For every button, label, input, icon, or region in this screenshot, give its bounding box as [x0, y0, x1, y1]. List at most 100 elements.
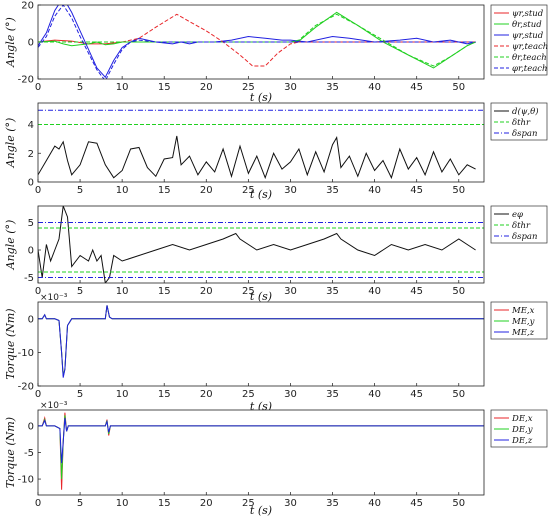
legend-label: θr,teach: [512, 53, 547, 63]
legend-label: ME,x: [511, 306, 535, 316]
x-tick-label: 25: [242, 498, 255, 509]
y-tick-label: 2: [28, 149, 34, 160]
x-tick-label: 35: [326, 185, 339, 196]
y-tick-label: 20: [21, 1, 34, 12]
series-line-3: [38, 305, 484, 378]
x-tick-label: 5: [77, 82, 83, 93]
x-tick-label: 35: [326, 286, 339, 297]
series-group: [38, 305, 484, 378]
x-tick-label: 0: [35, 82, 41, 93]
x-tick-label: 10: [116, 82, 129, 93]
x-tick-label: 45: [410, 286, 423, 297]
x-axis-label: t (s): [250, 290, 272, 303]
x-axis-label: t (s): [250, 91, 272, 104]
x-tick-label: 15: [158, 389, 171, 400]
y-axis-label: Angle (°): [4, 118, 17, 169]
series-group: [38, 412, 484, 490]
legend-label: ψr,stud: [512, 9, 544, 19]
legend-label: DE,y: [511, 425, 533, 435]
x-tick-label: 25: [242, 185, 255, 196]
x-tick-label: 5: [77, 185, 83, 196]
y-tick-label: -10: [18, 475, 34, 486]
axes-frame: [37, 102, 485, 183]
legend: DE,xDE,yDE,z: [490, 409, 548, 448]
x-tick-label: 5: [77, 498, 83, 509]
x-tick-label: 15: [158, 82, 171, 93]
x-tick-label: 20: [200, 389, 213, 400]
x-tick-label: 10: [116, 389, 129, 400]
panel-5: 0 5 10 15 20 25 30 35 40 45 50 -10 -5 0 ×10⁻³ Torque (N…: [4, 401, 548, 517]
legend-label: δthr: [512, 118, 531, 128]
legend-label: ψr,teach: [512, 42, 548, 52]
y-tick-label: 0: [28, 421, 34, 432]
legend-label: δspan: [512, 129, 537, 139]
x-tick-label: 0: [35, 389, 41, 400]
legend-box: [490, 301, 548, 340]
legend: ψr,studθr,studψr,studψr,teachθr,teachφr,…: [490, 4, 548, 76]
x-tick-label: 50: [452, 185, 465, 196]
x-tick-label: 0: [35, 185, 41, 196]
axes-frame: [37, 409, 485, 496]
x-tick-label: 15: [158, 498, 171, 509]
x-tick-label: 40: [368, 389, 381, 400]
x-tick-label: 50: [452, 389, 465, 400]
series-line-1: [38, 206, 476, 283]
x-tick-label: 45: [410, 82, 423, 93]
y-tick-label: -20: [18, 382, 34, 393]
legend-label: d(ψ,θ): [512, 106, 539, 117]
series-line-3: [38, 417, 484, 464]
y-tick-label: -10: [18, 348, 34, 359]
x-tick-label: 35: [326, 389, 339, 400]
series-group: [38, 109, 484, 180]
legend-label: ME,y: [511, 317, 535, 327]
panel-2: 0 5 10 15 20 25 30 35 40 45 50 0 2 4 Angle (°) t (s) d(ψ…: [4, 102, 548, 201]
y-tick-label: 5: [28, 218, 34, 229]
x-axis-label: t (s): [250, 188, 272, 201]
x-tick-label: 30: [284, 82, 297, 93]
x-tick-label: 45: [410, 389, 423, 400]
x-tick-label: 40: [368, 185, 381, 196]
legend-label: eφ: [512, 210, 523, 220]
x-tick-label: 50: [452, 498, 465, 509]
x-tick-label: 40: [368, 498, 381, 509]
legend-label: δthr: [512, 221, 531, 231]
legend-label: θr,stud: [512, 20, 542, 30]
series-line-5: [38, 13, 476, 67]
series-line-6: [38, 5, 476, 79]
x-tick-label: 40: [368, 82, 381, 93]
y-tick-label: -5: [24, 448, 34, 459]
legend: ME,xME,yME,z: [490, 301, 548, 340]
axis-multiplier: ×10⁻³: [40, 293, 68, 303]
x-axis-label: t (s): [250, 504, 272, 517]
plot-area: [38, 103, 484, 182]
y-tick-label: 0: [28, 246, 34, 257]
x-tick-label: 30: [284, 185, 297, 196]
x-tick-label: 30: [284, 389, 297, 400]
y-axis-label: Torque (Nm): [4, 308, 17, 379]
x-tick-label: 10: [116, 286, 129, 297]
x-tick-label: 25: [242, 286, 255, 297]
legend-box: [490, 4, 548, 76]
x-tick-label: 50: [452, 286, 465, 297]
x-tick-label: 50: [452, 82, 465, 93]
x-tick-label: 10: [116, 498, 129, 509]
legend-label: δspan: [512, 232, 537, 242]
x-tick-label: 30: [284, 286, 297, 297]
y-axis-label: Torque (Nm): [4, 417, 17, 488]
x-tick-label: 20: [200, 82, 213, 93]
axes-frame: [37, 4, 485, 80]
plot-area: [38, 410, 484, 495]
legend-label: ψr,stud: [512, 31, 544, 41]
legend-label: DE,z: [511, 436, 533, 446]
x-tick-label: 35: [326, 498, 339, 509]
x-tick-label: 15: [158, 185, 171, 196]
y-tick-label: 0: [28, 178, 34, 189]
series-group: [38, 5, 476, 79]
y-tick-label: 4: [28, 120, 34, 131]
x-tick-label: 5: [77, 286, 83, 297]
